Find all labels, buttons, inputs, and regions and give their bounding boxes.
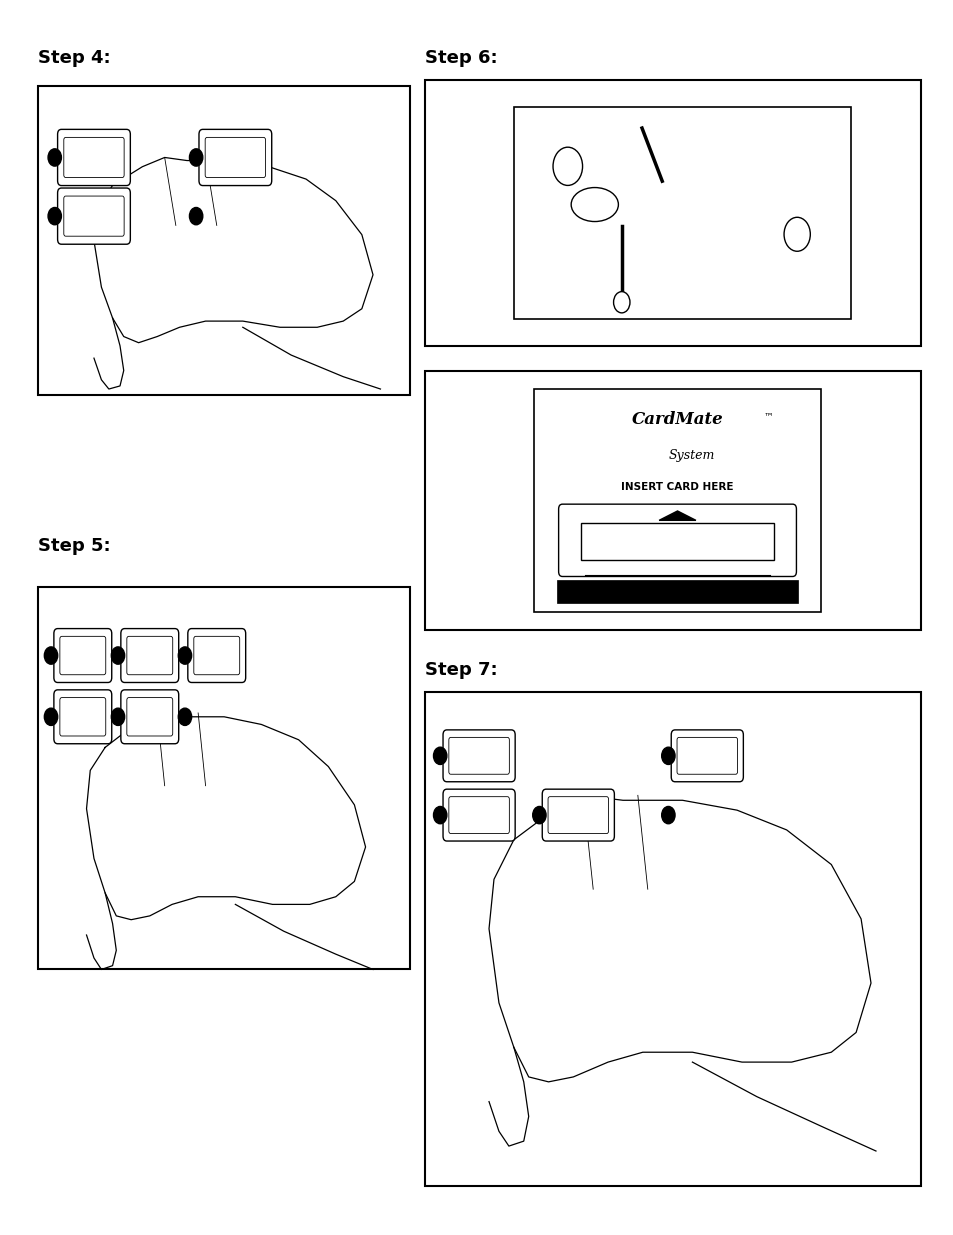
Circle shape bbox=[48, 148, 61, 165]
Text: Step 7:: Step 7: bbox=[424, 661, 497, 679]
FancyBboxPatch shape bbox=[64, 137, 124, 178]
FancyBboxPatch shape bbox=[448, 797, 509, 834]
FancyBboxPatch shape bbox=[57, 188, 131, 245]
Text: Step 4:: Step 4: bbox=[38, 49, 111, 68]
Circle shape bbox=[661, 806, 675, 824]
FancyBboxPatch shape bbox=[57, 130, 131, 185]
FancyBboxPatch shape bbox=[64, 196, 124, 236]
FancyBboxPatch shape bbox=[60, 698, 106, 736]
Bar bbox=[557, 580, 798, 603]
Text: INSERT CARD HERE: INSERT CARD HERE bbox=[620, 483, 733, 493]
Circle shape bbox=[44, 708, 57, 725]
Circle shape bbox=[190, 207, 203, 225]
Circle shape bbox=[783, 217, 809, 251]
FancyBboxPatch shape bbox=[199, 130, 272, 185]
Circle shape bbox=[433, 806, 446, 824]
Bar bbox=[424, 80, 920, 346]
FancyBboxPatch shape bbox=[558, 504, 796, 577]
Circle shape bbox=[112, 708, 125, 725]
FancyBboxPatch shape bbox=[127, 636, 172, 674]
Circle shape bbox=[48, 207, 61, 225]
FancyBboxPatch shape bbox=[121, 629, 178, 683]
Circle shape bbox=[532, 806, 545, 824]
FancyBboxPatch shape bbox=[205, 137, 265, 178]
Bar bbox=[424, 370, 920, 630]
Circle shape bbox=[178, 708, 192, 725]
Bar bbox=[533, 389, 821, 611]
Text: Step 5:: Step 5: bbox=[38, 537, 111, 556]
Bar bbox=[514, 107, 850, 320]
Circle shape bbox=[112, 647, 125, 664]
FancyBboxPatch shape bbox=[547, 797, 608, 834]
FancyBboxPatch shape bbox=[442, 789, 515, 841]
FancyBboxPatch shape bbox=[677, 737, 737, 774]
FancyBboxPatch shape bbox=[448, 737, 509, 774]
Circle shape bbox=[613, 291, 629, 312]
FancyBboxPatch shape bbox=[53, 690, 112, 743]
FancyBboxPatch shape bbox=[671, 730, 742, 782]
FancyBboxPatch shape bbox=[127, 698, 172, 736]
Bar bbox=[38, 587, 410, 969]
Circle shape bbox=[553, 147, 582, 185]
Polygon shape bbox=[659, 511, 696, 520]
Circle shape bbox=[661, 747, 675, 764]
Text: Step 6:: Step 6: bbox=[424, 49, 497, 68]
Bar bbox=[38, 86, 410, 395]
Circle shape bbox=[178, 647, 192, 664]
FancyBboxPatch shape bbox=[188, 629, 246, 683]
Circle shape bbox=[44, 647, 57, 664]
Ellipse shape bbox=[571, 188, 618, 221]
Bar bbox=[424, 692, 920, 1186]
Text: System: System bbox=[668, 448, 715, 462]
Bar bbox=[580, 522, 774, 561]
Text: CardMate: CardMate bbox=[631, 411, 722, 429]
FancyBboxPatch shape bbox=[541, 789, 614, 841]
FancyBboxPatch shape bbox=[193, 636, 239, 674]
FancyBboxPatch shape bbox=[442, 730, 515, 782]
Circle shape bbox=[433, 747, 446, 764]
FancyBboxPatch shape bbox=[53, 629, 112, 683]
Circle shape bbox=[190, 148, 203, 165]
Text: ™: ™ bbox=[763, 411, 773, 421]
FancyBboxPatch shape bbox=[121, 690, 178, 743]
FancyBboxPatch shape bbox=[60, 636, 106, 674]
